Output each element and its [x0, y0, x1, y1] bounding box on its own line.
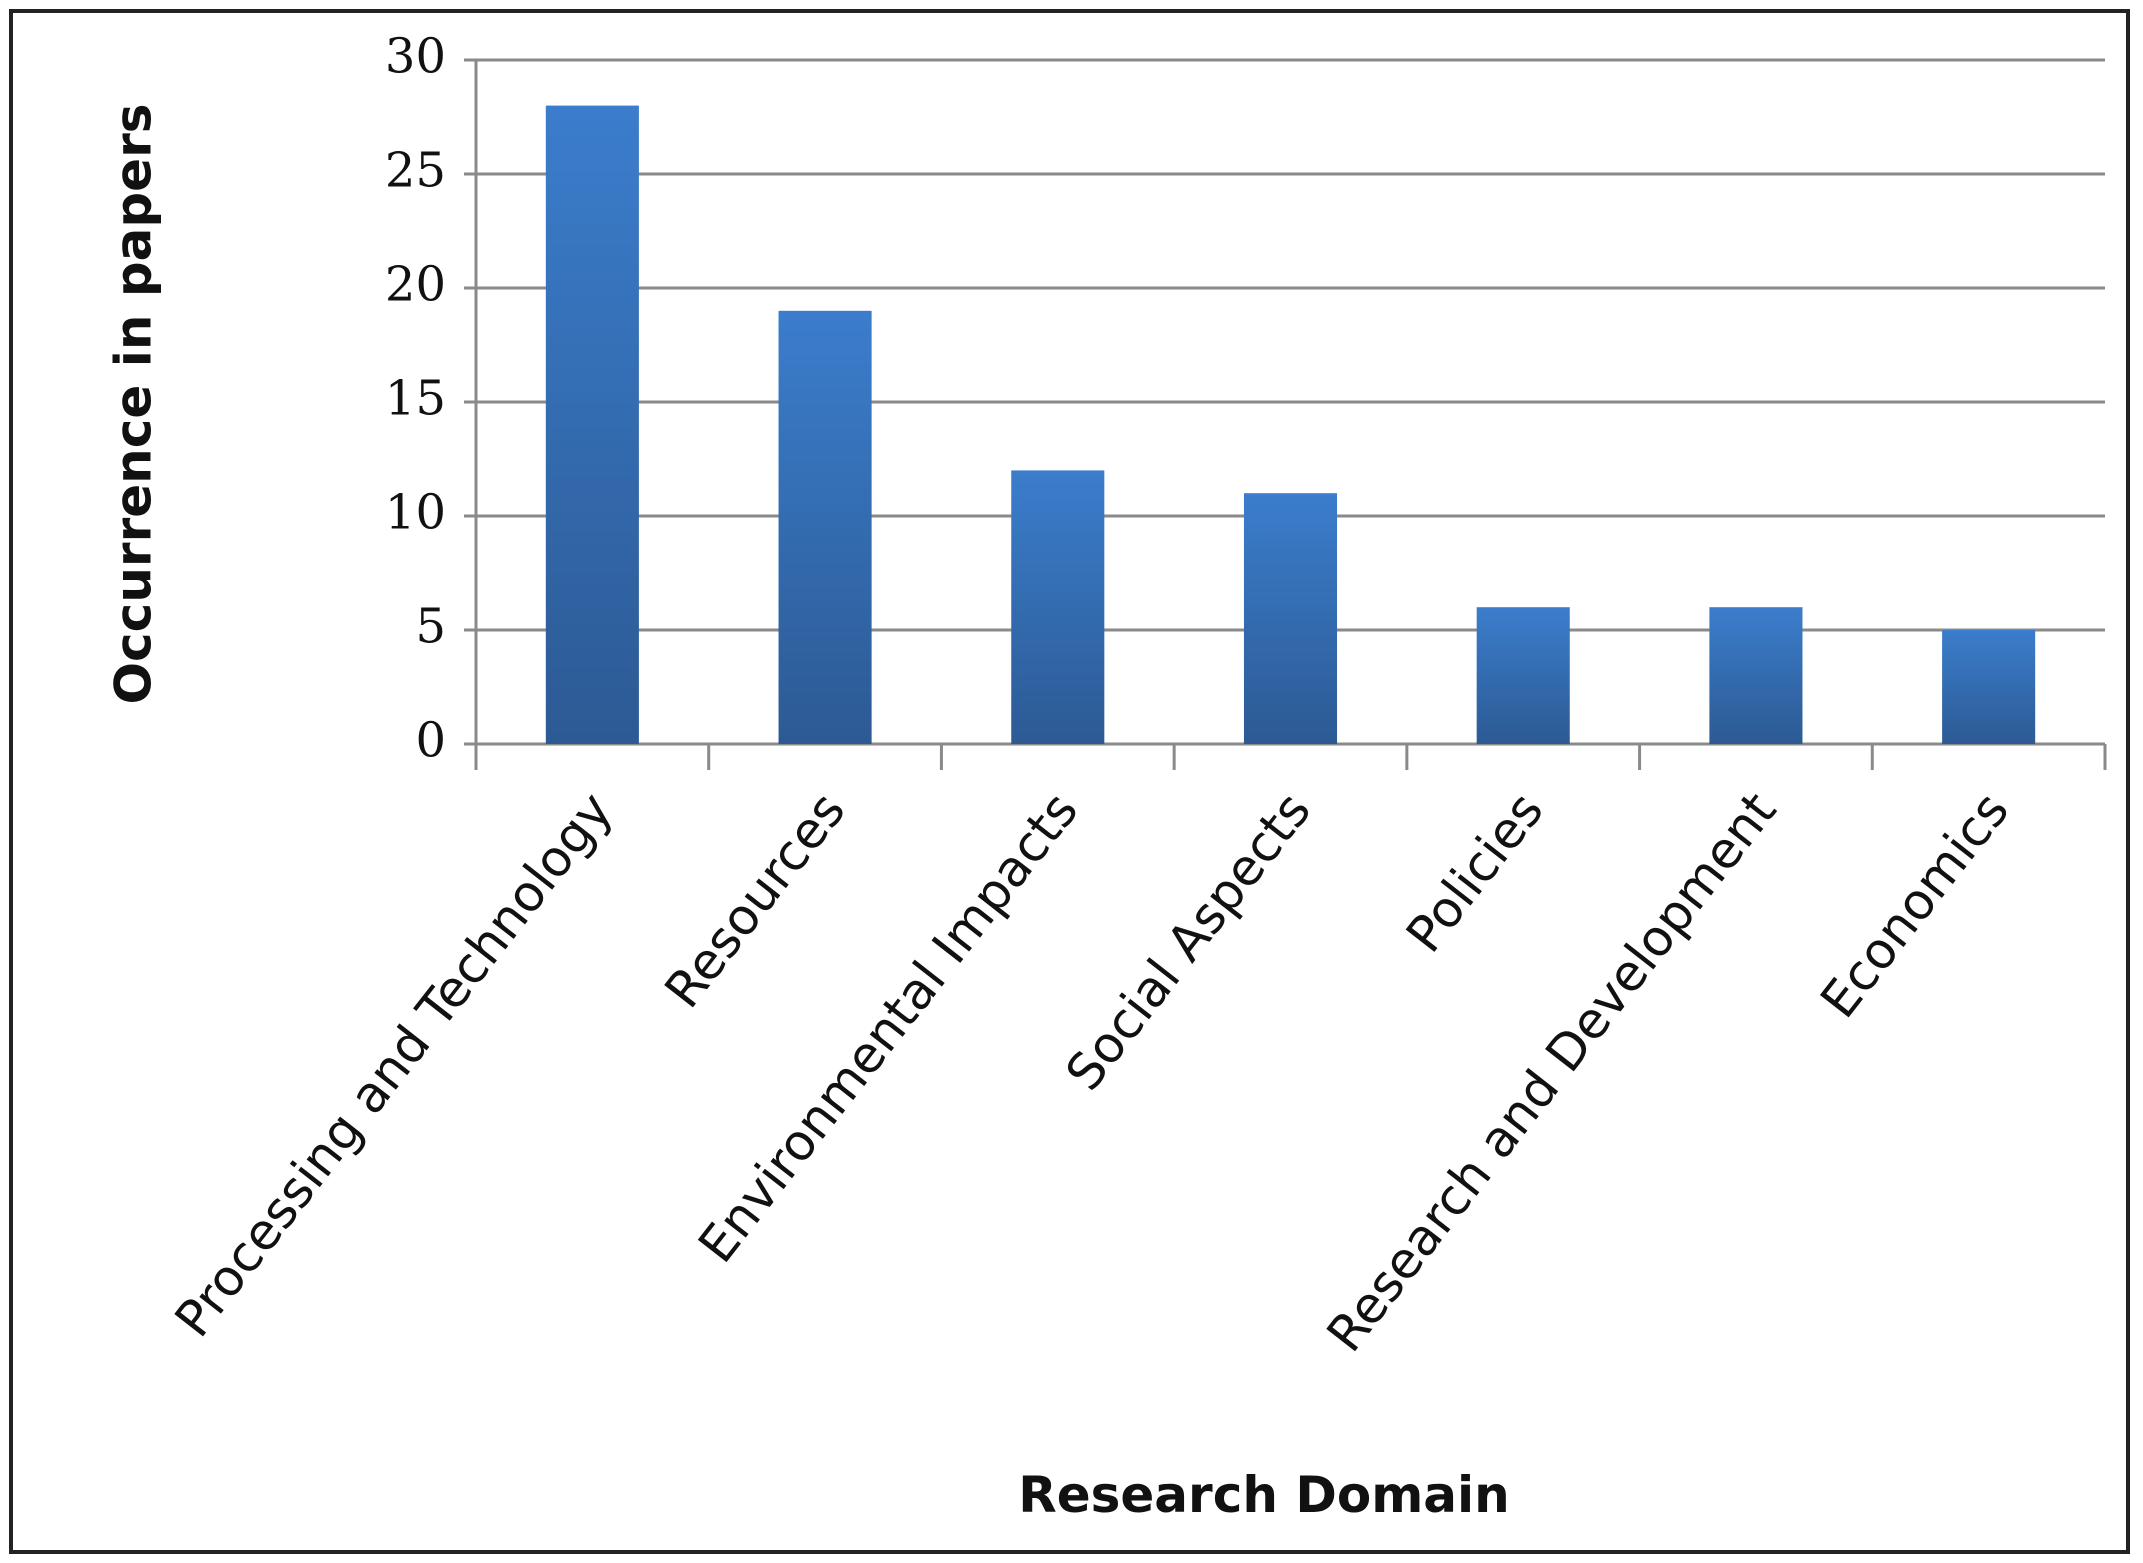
- bar: [545, 105, 639, 745]
- bar: [1011, 470, 1105, 744]
- y-tick-label: 15: [385, 371, 446, 427]
- x-axis-title: Research Domain: [1018, 1466, 1510, 1524]
- bar: [778, 310, 872, 744]
- y-tick-label: 30: [385, 29, 446, 85]
- bar: [1942, 630, 2036, 744]
- y-tick-label: 20: [385, 257, 446, 313]
- y-tick-label: 0: [415, 713, 446, 769]
- y-tick-label: 10: [385, 485, 446, 541]
- chart-frame: [9, 9, 2130, 1554]
- bar: [1709, 607, 1803, 744]
- y-axis-title: Occurrence in papers: [105, 104, 163, 705]
- bar: [1243, 493, 1338, 744]
- y-tick-label: 25: [385, 143, 446, 199]
- bar: [1476, 607, 1570, 744]
- y-tick-label: 5: [415, 599, 446, 655]
